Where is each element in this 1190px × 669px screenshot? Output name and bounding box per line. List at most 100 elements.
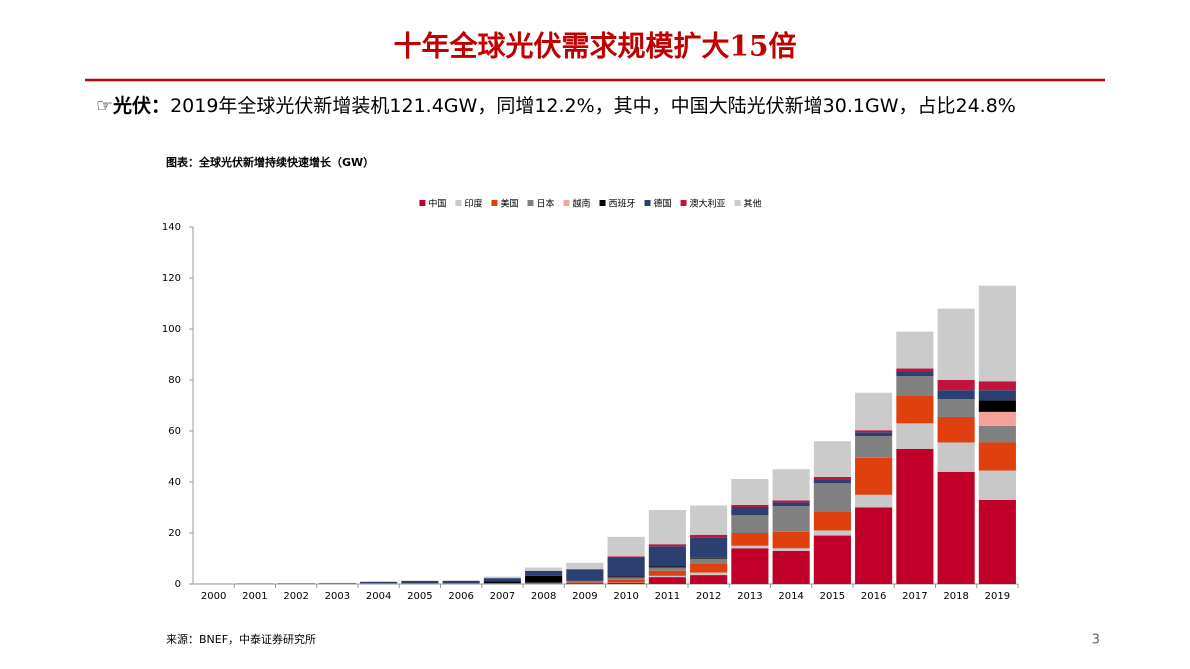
bar-segment — [731, 506, 769, 515]
bar-segment — [401, 580, 439, 584]
x-tick-label: 2001 — [242, 591, 267, 602]
bar-segment — [690, 505, 728, 535]
legend-swatch — [491, 200, 498, 206]
bullet-label: 光伏： — [112, 94, 170, 117]
bar-segment — [813, 476, 851, 480]
x-tick-label: 2000 — [201, 591, 226, 602]
bar-segment — [648, 566, 686, 568]
x-tick-label: 2008 — [531, 591, 556, 602]
bar-segment — [648, 577, 686, 584]
bar-segment — [525, 575, 563, 583]
bar-segment — [483, 578, 521, 582]
bar-segment — [525, 570, 563, 576]
bar-segment — [731, 514, 769, 516]
y-tick-label: 40 — [168, 477, 181, 488]
bar-segment — [978, 499, 1016, 584]
bar-segment — [813, 511, 851, 531]
bar-segment — [731, 504, 769, 507]
bar-segment — [690, 572, 728, 576]
bar-segment — [772, 550, 810, 584]
bullet-text: 2019年全球光伏新增装机121.4GW，同增12.2%，其中，中国大陆光伏新增… — [170, 95, 1016, 117]
bar-segment — [648, 575, 686, 578]
bar-segment — [772, 506, 810, 532]
legend-swatch — [599, 200, 606, 206]
bar-segment — [401, 583, 439, 584]
bar-segment — [607, 577, 645, 580]
y-tick-label: 100 — [162, 324, 181, 335]
bar-segment — [566, 582, 604, 584]
bar-segment — [937, 416, 975, 443]
bullet-line: ☞光伏：2019年全球光伏新增装机121.4GW，同增12.2%，其中，中国大陆… — [96, 94, 1016, 117]
bar-segment — [483, 582, 521, 584]
bar-segment — [648, 510, 686, 545]
x-tick-label: 2013 — [737, 591, 762, 602]
bar-segment — [483, 581, 521, 583]
legend-swatch — [734, 200, 741, 206]
legend-swatch — [644, 200, 651, 206]
legend-swatch — [527, 200, 534, 206]
bar-segment — [855, 436, 893, 458]
bar-segment — [483, 576, 521, 579]
bar-segment — [855, 430, 893, 433]
bar-segment — [978, 470, 1016, 500]
bar-segment — [607, 556, 645, 558]
legend-label: 其他 — [744, 198, 762, 210]
bar-segment — [896, 423, 934, 449]
bar-segment — [772, 531, 810, 549]
y-tick-label: 60 — [168, 426, 181, 437]
bar-segment — [978, 400, 1016, 412]
bar-segment — [731, 478, 769, 505]
bar-segment — [690, 537, 728, 558]
legend-label: 美国 — [500, 198, 518, 210]
legend-label: 德国 — [654, 198, 672, 210]
bar-segment — [401, 580, 439, 581]
bar-segment — [813, 479, 851, 484]
bar-segment — [690, 558, 728, 564]
bar-segment — [277, 583, 315, 584]
bar-segment — [937, 399, 975, 417]
bar-segment — [566, 569, 604, 581]
bar-segment — [731, 515, 769, 533]
bar-segment — [648, 544, 686, 547]
bar-segment — [360, 581, 398, 584]
chart-title: 图表：全球光伏新增持续快速增长（GW） — [166, 155, 374, 169]
bar-segment — [813, 483, 851, 512]
bar-segment — [360, 583, 398, 584]
bar-segment — [607, 576, 645, 578]
source: 来源：BNEF，中泰证券研究所 — [166, 632, 316, 646]
bar-segment — [978, 411, 1016, 426]
bar-segment — [525, 583, 563, 584]
bar-segment — [566, 562, 604, 570]
bar-segment — [772, 502, 810, 507]
bar-segment — [731, 533, 769, 546]
bar-segment — [772, 500, 810, 503]
y-tick-label: 120 — [162, 273, 181, 284]
bar-segment — [731, 548, 769, 584]
legend-label: 越南 — [572, 198, 590, 210]
bar-segment — [607, 557, 645, 577]
legend-swatch — [455, 200, 462, 206]
x-tick-label: 2019 — [985, 591, 1010, 602]
bar-segment — [690, 557, 728, 559]
bar-segment — [978, 425, 1016, 443]
legend-label: 印度 — [464, 198, 482, 210]
bar-segment — [855, 494, 893, 508]
x-tick-label: 2004 — [366, 591, 391, 602]
bar-segment — [937, 380, 975, 391]
bar-segment — [566, 580, 604, 583]
x-tick-label: 2018 — [943, 591, 968, 602]
x-tick-label: 2010 — [613, 591, 638, 602]
legend-label: 日本 — [536, 198, 554, 210]
bar-segment — [690, 563, 728, 573]
bar-segment — [318, 583, 356, 584]
x-tick-label: 2009 — [572, 591, 597, 602]
bar-segment — [442, 580, 480, 581]
bar-segment — [937, 471, 975, 584]
bar-segment — [978, 285, 1016, 382]
bar-segment — [937, 442, 975, 472]
y-tick-label: 0 — [175, 579, 181, 590]
x-tick-label: 2003 — [325, 591, 350, 602]
page-number: 3 — [1092, 633, 1100, 648]
x-tick-label: 2017 — [902, 591, 927, 602]
